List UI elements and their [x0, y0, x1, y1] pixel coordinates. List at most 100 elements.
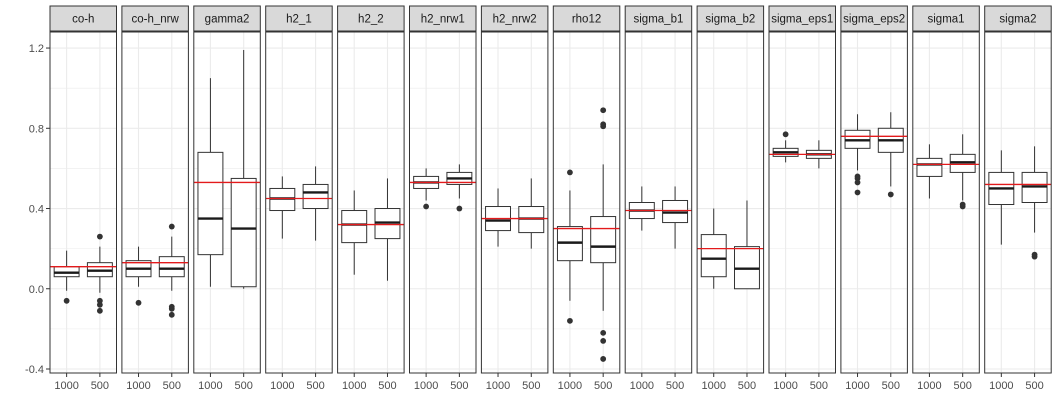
outlier-point	[600, 329, 607, 336]
facet-panel-co-h_nrw: co-h_nrw 1000 500	[121, 5, 189, 392]
facet-panel-rho12: rho12 1000 500	[552, 5, 621, 392]
facet-strip	[265, 5, 333, 32]
x-tick-label: 1000	[270, 380, 294, 392]
boxplot-co-h_nrw-1000	[125, 246, 152, 306]
panel-border	[49, 31, 117, 374]
facet-strip-label: h2_nrw1	[421, 14, 465, 26]
outlier-point	[600, 123, 607, 130]
iqr-box	[158, 256, 185, 278]
facet-strip	[49, 5, 117, 32]
iqr-box	[230, 177, 257, 288]
outlier-point	[567, 169, 573, 176]
outlier-point	[887, 191, 894, 198]
facet-panel-sigma_b1: sigma_b1 1000 500	[624, 5, 693, 392]
panel-background	[553, 32, 620, 373]
x-tick-label: 500	[666, 380, 684, 392]
facet-strip	[409, 5, 477, 32]
facet-strip-label: sigma2	[999, 14, 1036, 26]
outlier-point	[567, 317, 573, 324]
boxplot-sigma_b1-500	[662, 186, 689, 249]
boxplot-sigma_eps1-1000	[772, 131, 799, 163]
x-tick-label: 500	[738, 380, 756, 392]
facet-panel-h2_nrw2: h2_nrw2 1000 500	[480, 5, 549, 392]
x-tick-label: 1000	[917, 380, 941, 392]
facet-strip	[480, 5, 549, 32]
outlier-point	[600, 107, 607, 114]
panel-border	[768, 31, 836, 374]
boxplot-gamma2-1000	[197, 78, 224, 287]
x-tick-label: 500	[91, 380, 109, 392]
x-tick-label: 1000	[486, 380, 510, 392]
facet-strip-label: h2_2	[358, 14, 384, 26]
y-tick-label: 0.8	[29, 123, 44, 135]
boxplot-h2_nrw1-500	[446, 164, 473, 212]
panel-border	[409, 31, 477, 374]
panel-border	[337, 31, 405, 374]
x-tick-label: 500	[810, 380, 828, 392]
x-tick-label: 500	[234, 380, 252, 392]
boxplot-sigma2-1000	[988, 150, 1015, 245]
facet-strip-label: sigma_eps1	[771, 14, 833, 26]
facet-panel-sigma1: sigma1 1000 500	[912, 5, 980, 392]
facet-strip	[912, 5, 980, 32]
facet-strip	[624, 5, 693, 32]
x-tick-label: 1000	[126, 380, 150, 392]
outlier-point	[854, 179, 861, 186]
boxplot-sigma_b2-500	[734, 200, 760, 290]
iqr-box	[700, 234, 727, 278]
boxplot-co-h-1000	[53, 250, 80, 304]
outlier-point	[168, 305, 175, 312]
x-tick-label: 1000	[630, 380, 654, 392]
facet-strip	[121, 5, 189, 32]
outlier-point	[135, 299, 142, 306]
facet-strip-label: h2_nrw2	[493, 14, 537, 26]
boxplot-h2_1-500	[302, 166, 329, 241]
boxplot-h2_2-1000	[341, 190, 368, 275]
x-tick-label: 1000	[558, 380, 582, 392]
facet-strip	[193, 5, 261, 32]
facet-panel-h2_1: h2_1 1000 500	[265, 5, 333, 392]
panel-border	[480, 31, 549, 374]
outlier-point	[96, 301, 103, 308]
outlier-point	[600, 356, 607, 362]
panel-background	[840, 32, 908, 373]
facet-strip-label: gamma2	[205, 14, 250, 26]
y-axis: -0.4 0.0 0.4 0.8 1.2	[25, 43, 50, 376]
x-tick-label: 1000	[845, 380, 869, 392]
facet-strip	[768, 5, 836, 32]
outlier-point	[782, 131, 789, 138]
x-tick-label: 500	[594, 380, 612, 392]
boxplot-co-h_nrw-500	[158, 223, 185, 318]
iqr-box	[590, 216, 617, 264]
panel-border	[121, 31, 189, 374]
panel-background	[912, 32, 980, 373]
boxplot-h2_2-500	[374, 178, 401, 281]
outlier-point	[168, 311, 175, 318]
outlier-point	[600, 338, 607, 344]
panel-border	[265, 31, 333, 374]
facet-strip	[984, 5, 1052, 32]
x-tick-label: 1000	[701, 380, 725, 392]
boxplot-sigma_eps2-1000	[844, 114, 871, 196]
panel-border	[912, 31, 980, 374]
iqr-box	[341, 210, 368, 244]
boxplot-sigma_b2-1000	[700, 208, 727, 289]
x-tick-label: 1000	[414, 380, 438, 392]
panel-background	[337, 32, 405, 373]
boxplot-sigma2-500	[1021, 146, 1048, 260]
outlier-point	[959, 203, 966, 210]
x-tick-label: 500	[953, 380, 971, 392]
facet-strip	[552, 5, 621, 32]
outlier-point	[63, 297, 70, 304]
x-tick-label: 500	[306, 380, 324, 392]
x-tick-label: 500	[450, 380, 468, 392]
boxplot-rho12-500	[590, 107, 617, 362]
x-tick-label: 1000	[198, 380, 222, 392]
outlier-point	[96, 307, 103, 314]
panel-background	[481, 32, 548, 373]
panel-border	[624, 31, 693, 374]
x-tick-label: 500	[378, 380, 396, 392]
facet-strip-label: sigma1	[928, 14, 965, 26]
